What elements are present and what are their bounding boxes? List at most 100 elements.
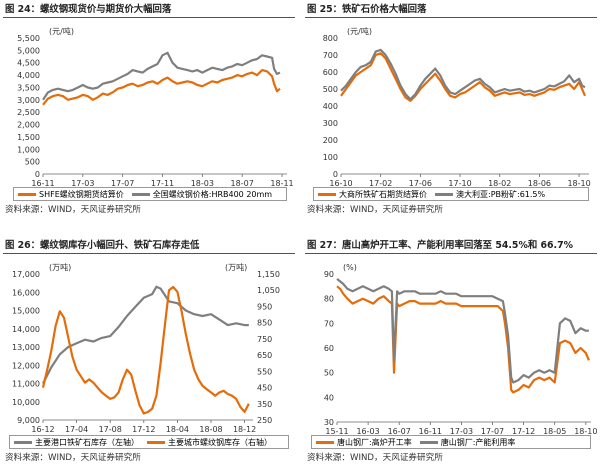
legend-swatch (147, 440, 165, 444)
x-tick-label: 16-11 (31, 179, 54, 188)
chart-source: 资料来源：WIND，天风证券研究所 (5, 453, 141, 463)
y-tick-label: 5,500 (17, 34, 40, 43)
x-tick-label: 17-07 (111, 179, 134, 188)
chart-title: 图 27：唐山高炉开工率、产能利用率回落至 54.5%和 66.7% (305, 238, 597, 254)
y-tick-label: 12,000 (12, 361, 40, 370)
series-line-1 (340, 48, 586, 101)
legend-label: 主要港口铁矿石库存（左轴） (35, 437, 139, 447)
legend-item: 大商所铁矿石期货结算价 (318, 189, 427, 200)
legend-item: SHFE螺纹钢期货结算价 (18, 189, 124, 200)
legend-item: 唐山钢厂:高炉开工率 (316, 437, 412, 448)
y-tick-label: 500 (25, 158, 40, 167)
x-tick-label: 16-12 (31, 425, 54, 434)
y-tick-label: 2,000 (17, 121, 40, 130)
y-tick-label: 70 (324, 319, 334, 328)
chart-panel-inventory: 图 26：螺纹钢库存小幅回升、铁矿石库存走低 (万吨) (万吨) 9,000 10,0… (3, 238, 295, 465)
y-tick-label: 800 (323, 34, 338, 43)
chart-legend: 唐山钢厂:高炉开工率 唐山钢厂:产能利用率 (311, 435, 591, 449)
legend-swatch (318, 192, 336, 196)
x-tick-label: 17-03 (450, 427, 473, 436)
legend-swatch (18, 192, 36, 196)
chart-panel-rebar-price: 图 24：螺纹钢现货价与期货价大幅回落 (元/吨) 0 500 1,000 1,500 2… (3, 2, 295, 217)
y-tick-label: 16,000 (12, 288, 40, 297)
chart-svg: (元/吨) 0 100 200 300 400 500 600 700 800 16-10 17-02… (323, 26, 591, 188)
y-tick-label: 4,000 (17, 71, 40, 80)
series-line-0 (340, 52, 587, 103)
x-tick-label: 18-03 (191, 179, 214, 188)
y-tick-label: 9,000 (17, 416, 40, 425)
chart-legend: 主要港口铁矿石库存（左轴） 主要城市螺纹钢库存（右轴） (9, 435, 289, 449)
x-tick-label: 17-11 (151, 179, 174, 188)
chart-title: 图 26：螺纹钢库存小幅回升、铁矿石库存走低 (3, 238, 295, 254)
legend-item: 主要城市螺纹钢库存（右轴） (147, 437, 272, 448)
y-right-tick-label: 450 (257, 384, 272, 393)
series-line-0 (42, 285, 249, 385)
x-tick-label: 16-07 (388, 427, 411, 436)
legend-label: 全国螺纹钢价格:HRB400 20mm (152, 189, 273, 199)
y-tick-label: 10,000 (12, 398, 40, 407)
x-tick-label: 17-08 (99, 425, 122, 434)
y-tick-label: 14,000 (12, 325, 40, 334)
series-line-1 (41, 285, 250, 415)
chart-svg: (%) 30 40 50 60 70 80 90 15-11 16-03 16-07 16-11 17-… (324, 263, 597, 436)
y-tick-label: 40 (324, 393, 334, 402)
x-tick-label: 17-02 (369, 179, 392, 188)
legend-label: 澳大利亚:PB粉矿:61.5% (456, 189, 546, 199)
y-tick-label: 4,500 (17, 59, 40, 68)
x-tick-label: 18-10 (567, 179, 590, 188)
y-axis-unit-label: (元/吨) (347, 26, 372, 36)
y-tick-label: 11,000 (12, 380, 40, 389)
x-tick-label: 17-12 (132, 425, 155, 434)
series-line-0 (336, 285, 590, 394)
legend-label: 唐山钢厂:高炉开工率 (337, 437, 412, 447)
y-tick-label: 90 (324, 270, 334, 279)
x-tick-label: 18-07 (231, 179, 254, 188)
series-line-1 (336, 278, 589, 384)
y-right-tick-label: 1,050 (257, 286, 280, 295)
y-right-tick-label: 550 (257, 367, 272, 376)
legend-label: SHFE螺纹钢期货结算价 (39, 189, 124, 199)
x-tick-label: 18-02 (488, 179, 511, 188)
chart-panel-tangshan-utilization: 图 27：唐山高炉开工率、产能利用率回落至 54.5%和 66.7% (%) 30… (305, 238, 597, 465)
x-tick-label: 18-05 (543, 427, 566, 436)
y-axis-right-unit-label: (万吨) (225, 262, 247, 272)
y-tick-label: 0 (333, 170, 338, 179)
x-tick-label: 16-10 (329, 179, 352, 188)
x-tick-label: 18-08 (199, 425, 222, 434)
y-tick-label: 5,000 (17, 46, 40, 55)
y-tick-label: 13,000 (12, 343, 40, 352)
y-tick-label: 1,000 (17, 145, 40, 154)
legend-swatch (316, 440, 334, 444)
y-tick-label: 80 (324, 295, 334, 304)
chart-panel-iron-ore-price: 图 25：铁矿石价格大幅回落 (元/吨) 0 100 200 300 400 500 600 7… (305, 2, 597, 217)
x-tick-label: 17-06 (409, 179, 432, 188)
y-tick-label: 500 (323, 85, 338, 94)
legend-label: 大商所铁矿石期货结算价 (339, 189, 427, 199)
y-tick-label: 3,000 (17, 96, 40, 105)
y-tick-label: 60 (324, 344, 334, 353)
x-tick-label: 16-11 (419, 427, 442, 436)
x-tick-label: 18-10 (574, 427, 597, 436)
y-axis-unit-label: (元/吨) (49, 26, 74, 36)
legend-item: 澳大利亚:PB粉矿:61.5% (435, 189, 545, 200)
x-tick-label: 15-11 (325, 427, 348, 436)
x-tick-label: 16-03 (356, 427, 379, 436)
x-tick-label: 18-12 (233, 425, 256, 434)
legend-label: 唐山钢厂:产能利用率 (440, 437, 516, 447)
y-tick-label: 17,000 (12, 270, 40, 279)
y-tick-label: 30 (324, 418, 334, 427)
y-right-tick-label: 950 (257, 302, 272, 311)
chart-source: 资料来源：WIND，天风证券研究所 (307, 205, 443, 215)
y-tick-label: 400 (323, 102, 338, 111)
chart-svg: (万吨) (万吨) 9,000 10,000 11,000 12,000 13,000 14,… (12, 262, 280, 434)
x-tick-label: 18-11 (270, 179, 293, 188)
y-tick-label: 100 (323, 153, 338, 162)
y-tick-label: 50 (324, 369, 334, 378)
chart-source: 资料来源：WIND，天风证券研究所 (5, 205, 141, 215)
x-tick-label: 17-07 (481, 427, 504, 436)
legend-swatch (435, 192, 453, 196)
y-right-tick-label: 250 (257, 416, 272, 425)
legend-swatch (419, 440, 438, 444)
y-axis-unit-label: (万吨) (49, 262, 71, 272)
y-right-tick-label: 350 (257, 400, 272, 409)
